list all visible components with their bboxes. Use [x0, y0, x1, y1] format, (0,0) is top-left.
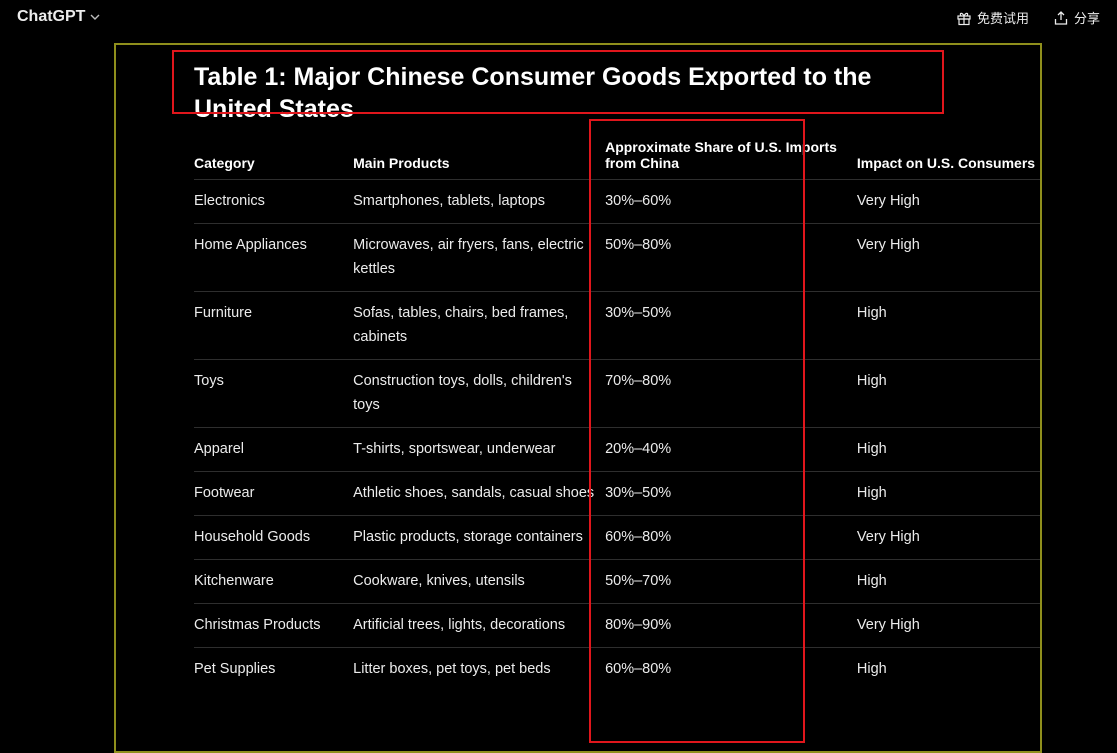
table-row: Pet Supplies Litter boxes, pet toys, pet… — [194, 648, 1040, 692]
goods-table: Category Main Products Approximate Share… — [194, 139, 1040, 692]
cell-impact: High — [856, 559, 1040, 604]
cell-category: Christmas Products — [194, 603, 354, 648]
cell-share: 60%–80% — [605, 661, 672, 677]
cell-impact: High — [856, 661, 887, 677]
cell-impact: Very High — [856, 179, 1040, 224]
cell-category: Furniture — [194, 291, 354, 360]
share-label: 分享 — [1073, 11, 1100, 26]
app-title: ChatGPT — [17, 8, 86, 25]
table-row: Furniture Sofas, tables, chairs, bed fra… — [194, 291, 1040, 360]
cell-share: 50%–70% — [605, 559, 857, 604]
table-row: Toys Construction toys, dolls, children'… — [194, 359, 1040, 428]
table-row: Footwear Athletic shoes, sandals, casual… — [194, 471, 1040, 516]
cell-impact: High — [856, 291, 1040, 360]
cell-products: Athletic shoes, sandals, casual shoes — [353, 471, 606, 516]
cell-products: Litter boxes, pet toys, pet beds — [353, 661, 551, 677]
cell-category: Household Goods — [194, 515, 354, 560]
cell-share: 70%–80% — [605, 359, 857, 428]
cell-category: Kitchenware — [194, 559, 354, 604]
cell-category: Footwear — [194, 471, 354, 516]
table-row: Home Appliances Microwaves, air fryers, … — [194, 223, 1040, 292]
cell-share: 60%–80% — [605, 515, 857, 560]
cell-share: 30%–60% — [605, 179, 857, 224]
table-row: Christmas Products Artificial trees, lig… — [194, 603, 1040, 648]
cell-share: 80%–90% — [605, 603, 857, 648]
cell-share: 30%–50% — [605, 471, 857, 516]
cell-category: Toys — [194, 359, 354, 428]
share-icon — [1054, 10, 1068, 25]
table-row: Apparel T-shirts, sportswear, underwear … — [194, 427, 1040, 472]
cell-category: Electronics — [194, 179, 354, 224]
top-bar: ChatGPT 免费试用 分享 — [0, 0, 1117, 38]
cell-impact: Very High — [856, 223, 1040, 292]
column-header-category: Category — [194, 139, 354, 180]
cell-share: 50%–80% — [605, 223, 857, 292]
cell-products: Microwaves, air fryers, fans, electric k… — [353, 223, 606, 292]
table-header-row: Category Main Products Approximate Share… — [194, 139, 1040, 180]
cell-category: Home Appliances — [194, 223, 354, 292]
top-actions: 免费试用 分享 — [956, 8, 1100, 27]
cell-impact: High — [856, 427, 1040, 472]
try-free-label: 免费试用 — [976, 11, 1029, 26]
cell-impact: Very High — [856, 515, 1040, 560]
cell-products: Construction toys, dolls, children's toy… — [353, 359, 606, 428]
table-row: Household Goods Plastic products, storag… — [194, 515, 1040, 560]
cell-impact: High — [856, 471, 1040, 516]
cell-impact: Very High — [856, 603, 1040, 648]
cell-share: 30%–50% — [605, 291, 857, 360]
cell-products: T-shirts, sportswear, underwear — [353, 427, 606, 472]
cell-products: Plastic products, storage containers — [353, 515, 606, 560]
content-frame: Table 1: Major Chinese Consumer Goods Ex… — [114, 43, 1042, 753]
share-button[interactable]: 分享 — [1053, 8, 1100, 27]
cell-category: Pet Supplies — [194, 661, 276, 677]
cell-products: Cookware, knives, utensils — [353, 559, 606, 604]
chevron-down-icon — [90, 14, 100, 20]
cell-impact: High — [856, 359, 1040, 428]
cell-products: Sofas, tables, chairs, bed frames, cabin… — [353, 291, 606, 360]
model-selector[interactable]: ChatGPT — [17, 8, 100, 26]
try-free-button[interactable]: 免费试用 — [956, 8, 1029, 27]
column-header-share: Approximate Share of U.S. Imports from C… — [605, 139, 857, 180]
column-header-products: Main Products — [353, 139, 606, 180]
cell-category: Apparel — [194, 427, 354, 472]
cell-products: Artificial trees, lights, decorations — [353, 603, 606, 648]
cell-share: 20%–40% — [605, 427, 857, 472]
table-heading: Table 1: Major Chinese Consumer Goods Ex… — [194, 63, 872, 123]
gift-icon — [957, 12, 971, 25]
table-row: Kitchenware Cookware, knives, utensils 5… — [194, 559, 1040, 604]
column-header-impact: Impact on U.S. Consumers — [856, 139, 1040, 180]
table-row: Electronics Smartphones, tablets, laptop… — [194, 179, 1040, 224]
cell-products: Smartphones, tablets, laptops — [353, 179, 606, 224]
